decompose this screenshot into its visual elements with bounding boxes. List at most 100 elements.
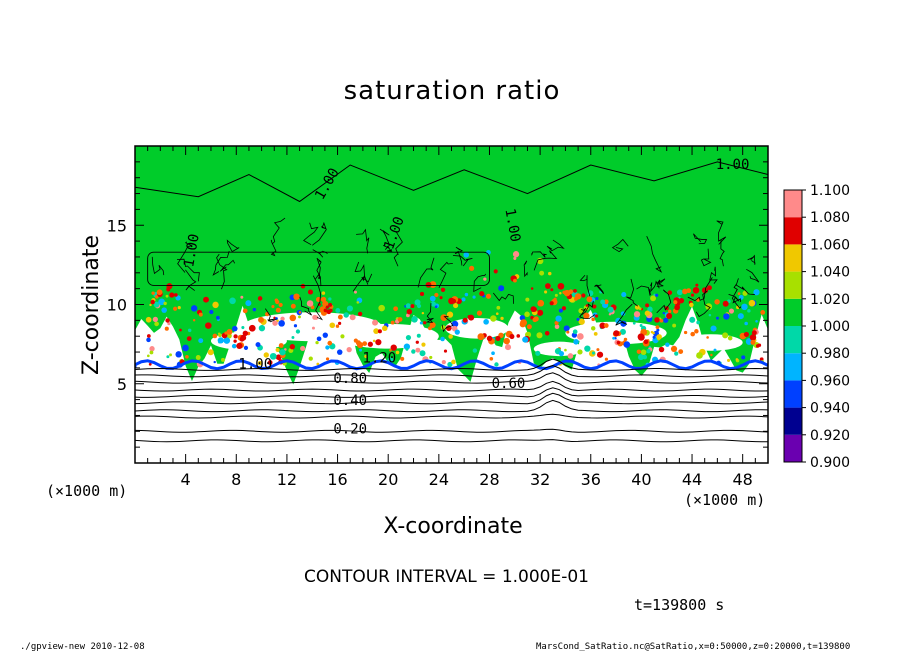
field-speckle xyxy=(423,321,427,325)
field-speckle xyxy=(405,335,412,341)
band-speckle xyxy=(429,281,437,288)
field-speckle xyxy=(291,336,295,339)
band-speckle xyxy=(623,337,628,342)
field-speckle xyxy=(650,295,656,302)
field-speckle xyxy=(554,293,558,297)
contour-line xyxy=(454,246,464,266)
field-speckle xyxy=(493,269,498,274)
field-speckle xyxy=(554,324,560,330)
contour-line xyxy=(177,241,193,273)
field-speckle xyxy=(165,318,170,323)
contour-line xyxy=(272,217,286,244)
x-tick-label: 48 xyxy=(733,470,753,489)
band-speckle xyxy=(682,288,688,295)
contour-line xyxy=(656,289,672,314)
field-speckle xyxy=(555,315,562,322)
field-speckle xyxy=(415,347,421,353)
colorbar-label: 0.920 xyxy=(810,428,850,444)
field-speckle xyxy=(620,311,626,316)
band-speckle xyxy=(637,333,645,341)
band-speckle xyxy=(486,335,493,342)
field-speckle xyxy=(179,328,182,332)
field-speckle xyxy=(535,350,541,356)
field-speckle xyxy=(372,319,379,326)
field-speckle xyxy=(519,315,526,321)
field-speckle xyxy=(166,355,170,359)
contour-line xyxy=(393,231,403,267)
field-speckle xyxy=(567,353,574,359)
field-speckle xyxy=(495,312,499,316)
contour-line xyxy=(531,251,547,258)
field-speckle xyxy=(604,357,609,361)
colorbar-swatch xyxy=(784,326,802,354)
field-speckle xyxy=(242,308,248,314)
field-speckle xyxy=(650,330,654,334)
field-speckle xyxy=(634,304,640,310)
band-speckle xyxy=(440,287,446,293)
contour-line xyxy=(695,290,711,318)
field-speckle xyxy=(494,362,499,367)
field-speckle xyxy=(149,346,155,352)
band-speckle xyxy=(275,307,281,313)
field-speckle xyxy=(419,321,423,325)
field-speckle xyxy=(512,251,520,258)
field-speckle xyxy=(255,342,261,348)
field-speckle xyxy=(421,311,425,315)
field-speckle xyxy=(667,290,673,295)
band-speckle xyxy=(258,316,264,323)
field-speckle xyxy=(656,328,660,332)
band-speckle xyxy=(224,331,228,335)
field-speckle xyxy=(269,352,277,360)
field-speckle xyxy=(403,343,411,350)
contour-line xyxy=(352,273,373,292)
footer-left: ./gpview-new 2010-12-08 xyxy=(20,642,145,652)
contour-line xyxy=(219,259,236,272)
x-unit-label-right: (×1000 m) xyxy=(684,491,766,509)
field-speckle xyxy=(748,299,756,307)
field-speckle xyxy=(223,337,231,344)
field-speckle xyxy=(636,349,642,354)
contour-line xyxy=(379,228,390,250)
contour-line xyxy=(356,228,370,254)
field-speckle xyxy=(536,309,544,316)
field-speckle xyxy=(278,343,284,348)
field-speckle xyxy=(683,330,688,335)
contour-line xyxy=(747,254,756,265)
field-speckle xyxy=(390,344,397,351)
field-speckle xyxy=(149,350,154,355)
contour-line xyxy=(646,236,663,273)
field-speckle xyxy=(167,321,171,326)
colorbar-swatch xyxy=(784,407,802,435)
contour-line xyxy=(523,260,528,278)
x-tick-label: 16 xyxy=(327,470,347,489)
field-speckle xyxy=(153,301,160,308)
field-speckle xyxy=(440,325,446,331)
field-speckle xyxy=(504,344,512,351)
contour-label: 0.40 xyxy=(333,393,367,409)
band-speckle xyxy=(599,322,606,329)
band-speckle xyxy=(477,333,485,341)
band-speckle xyxy=(695,283,699,287)
field-speckle xyxy=(451,320,459,328)
contour-line xyxy=(716,220,727,245)
field-speckle xyxy=(573,339,579,345)
contour-line xyxy=(135,161,768,203)
field-speckle xyxy=(479,291,485,297)
field-speckle xyxy=(241,326,245,330)
x-tick-label: 8 xyxy=(231,470,241,489)
band-speckle xyxy=(300,283,306,289)
contour-line xyxy=(546,239,565,252)
contour-line xyxy=(226,239,240,253)
field-speckle xyxy=(640,349,647,356)
band-speckle xyxy=(271,305,275,309)
field-speckle xyxy=(760,309,766,315)
field-speckle xyxy=(658,346,665,353)
field-speckle xyxy=(563,325,570,332)
band-speckle xyxy=(750,339,756,345)
band-speckle xyxy=(673,300,678,305)
band-speckle xyxy=(151,291,155,295)
band-speckle xyxy=(751,330,757,336)
field-speckle xyxy=(405,347,409,351)
field-speckle xyxy=(670,345,678,353)
